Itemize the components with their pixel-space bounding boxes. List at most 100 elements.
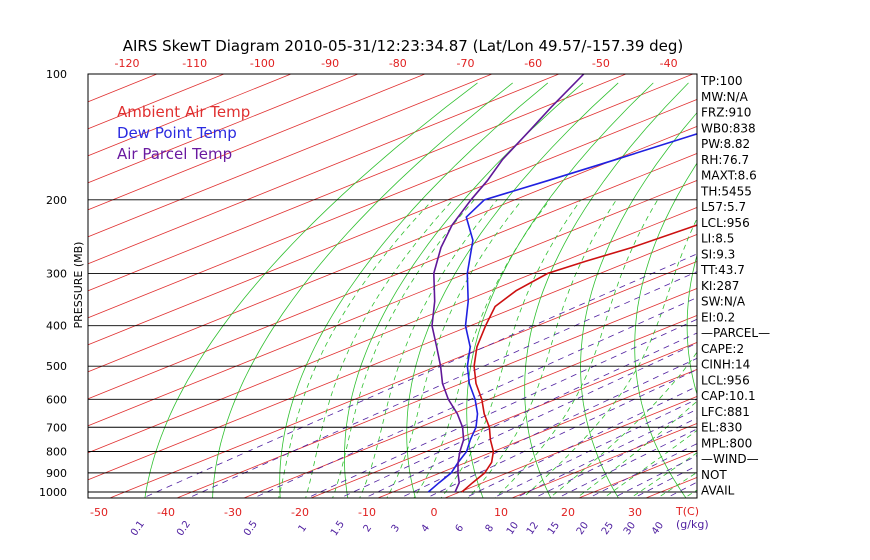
side-panel-item: LCL:956 xyxy=(701,216,750,230)
bottom-temperature-tick: 30 xyxy=(628,506,642,519)
isotherm-line xyxy=(443,395,697,498)
dry-adiabat-line xyxy=(144,82,478,498)
side-panel-item: FRZ:910 xyxy=(701,106,751,120)
side-panel-item: EL:830 xyxy=(701,421,742,435)
side-panel-item: TP:100 xyxy=(700,74,743,88)
moist-adiabat-line xyxy=(359,199,498,498)
isotherm-line xyxy=(88,206,697,454)
pressure-tick-label: 200 xyxy=(46,194,67,207)
top-temperature-tick: -90 xyxy=(321,57,339,70)
mixing-ratio-tick: 15 xyxy=(546,520,562,537)
moist-adiabat-line xyxy=(467,199,617,498)
moist-adiabat-line xyxy=(494,199,659,498)
isotherm-line xyxy=(88,74,293,157)
isotherm-line xyxy=(88,74,561,265)
side-panel-item: PW:8.82 xyxy=(701,137,750,151)
mixing-ratio-tick: 2 xyxy=(362,523,375,535)
mixing-ratio-ticks: 0.1 0.2 0.5 1 1.5 2 3 4 6 8 10 12 15 20 25 30 40 xyxy=(129,519,666,538)
moist-adiabat-line xyxy=(656,471,697,498)
isotherm-line xyxy=(108,260,697,498)
top-temperature-ticks: -120 -110 -100 -90 -80 -70 -60 -50 -40 xyxy=(115,57,678,70)
bottom-temperature-ticks: -50 -40 -30 -20 -10 0 10 20 30 xyxy=(90,506,642,519)
mixing-ratio-tick: 1.5 xyxy=(329,519,347,538)
mixing-ratio-line xyxy=(339,332,697,498)
side-panel-item: CINH:14 xyxy=(701,358,750,372)
isotherm-line xyxy=(88,152,697,400)
dry-adiabat-line xyxy=(580,112,697,498)
dry-adiabat-grid xyxy=(144,82,870,501)
isotherm-line xyxy=(175,287,697,498)
top-temperature-tick: -70 xyxy=(457,57,475,70)
isotherm-line xyxy=(376,368,697,498)
side-panel-item: —PARCEL— xyxy=(701,326,770,340)
moist-adiabat-line xyxy=(386,199,523,498)
pressure-tick-label: 700 xyxy=(46,421,67,434)
mixing-ratio-tick: 10 xyxy=(505,520,521,537)
legend-entry: Ambient Air Temp xyxy=(117,103,250,121)
side-panel-item: L57:5.7 xyxy=(701,200,746,214)
side-panel-item: SI:9.3 xyxy=(701,247,735,261)
side-panel-item: WB0:838 xyxy=(701,121,756,135)
mixing-ratio-tick: 1 xyxy=(297,523,310,535)
top-temperature-tick: -110 xyxy=(182,57,207,70)
mixing-ratio-tick: 6 xyxy=(454,523,467,535)
bottom-temperature-tick: -20 xyxy=(291,506,309,519)
pressure-tick-label: 300 xyxy=(46,267,67,280)
moist-adiabat-line xyxy=(305,199,454,498)
dry-adiabat-line xyxy=(343,82,584,498)
moist-adiabat-line xyxy=(602,429,697,498)
isotherm-line xyxy=(88,74,360,184)
side-panel-item: SW:N/A xyxy=(701,295,746,309)
top-temperature-tick: -120 xyxy=(115,57,140,70)
pressure-tick-label: 800 xyxy=(46,445,67,458)
pressure-tick-label: 1000 xyxy=(39,486,67,499)
side-panel-item: TH:5455 xyxy=(700,184,752,198)
side-panel-item: CAPE:2 xyxy=(701,342,744,356)
bottom-temperature-tick: 0 xyxy=(431,506,438,519)
top-temperature-tick: -100 xyxy=(250,57,275,70)
series-line xyxy=(427,133,697,493)
mixing-ratio-tick: 25 xyxy=(600,520,616,537)
isotherm-line xyxy=(88,74,427,211)
pressure-tick-label: 400 xyxy=(46,320,67,333)
mixing-ratio-tick: 8 xyxy=(484,523,497,535)
side-panel-item: RH:76.7 xyxy=(701,153,749,167)
isotherm-line xyxy=(88,125,697,373)
side-panel-item: LFC:881 xyxy=(701,405,750,419)
bottom-temperature-tick: -10 xyxy=(358,506,376,519)
dry-adiabat-line xyxy=(406,82,619,498)
mixing-ratio-tick: 0.1 xyxy=(129,519,147,538)
moist-adiabat-line xyxy=(332,199,475,498)
side-panel-item: LI:8.5 xyxy=(701,232,734,246)
mixing-unit-label: (g/kg) xyxy=(676,518,709,531)
pressure-tick-label: 900 xyxy=(46,467,67,480)
isotherm-line xyxy=(510,422,697,498)
mixing-ratio-line xyxy=(425,369,697,498)
isotherm-line xyxy=(770,64,870,502)
side-panel-item: MW:N/A xyxy=(701,90,749,104)
legend: Ambient Air Temp Dew Point Temp Air Parcel… xyxy=(117,103,250,163)
isotherm-line xyxy=(88,179,697,427)
mixing-ratio-tick: 12 xyxy=(525,520,541,537)
bottom-temperature-tick: -40 xyxy=(157,506,175,519)
legend-entry: Dew Point Temp xyxy=(117,124,237,142)
mixing-ratio-line xyxy=(464,386,697,498)
plot-frame xyxy=(87,73,698,499)
isotherm-line xyxy=(242,314,697,498)
bottom-temperature-tick: 20 xyxy=(561,506,575,519)
top-temperature-tick: -40 xyxy=(660,57,678,70)
series-layer xyxy=(427,74,697,493)
dry-adiabat-line xyxy=(212,82,513,498)
bottom-temperature-tick: -50 xyxy=(90,506,108,519)
bottom-temperature-tick: -30 xyxy=(224,506,242,519)
isotherm-grid xyxy=(88,64,870,502)
side-panel-item: TT:43.7 xyxy=(700,263,745,277)
side-panel-item: MAXT:8.6 xyxy=(701,169,757,183)
isotherm-line xyxy=(88,74,494,238)
mixing-ratio-tick: 4 xyxy=(420,523,433,535)
pressure-tick-label: 500 xyxy=(46,360,67,373)
isotherm-line xyxy=(88,74,628,292)
dry-adiabat-line xyxy=(835,83,870,501)
